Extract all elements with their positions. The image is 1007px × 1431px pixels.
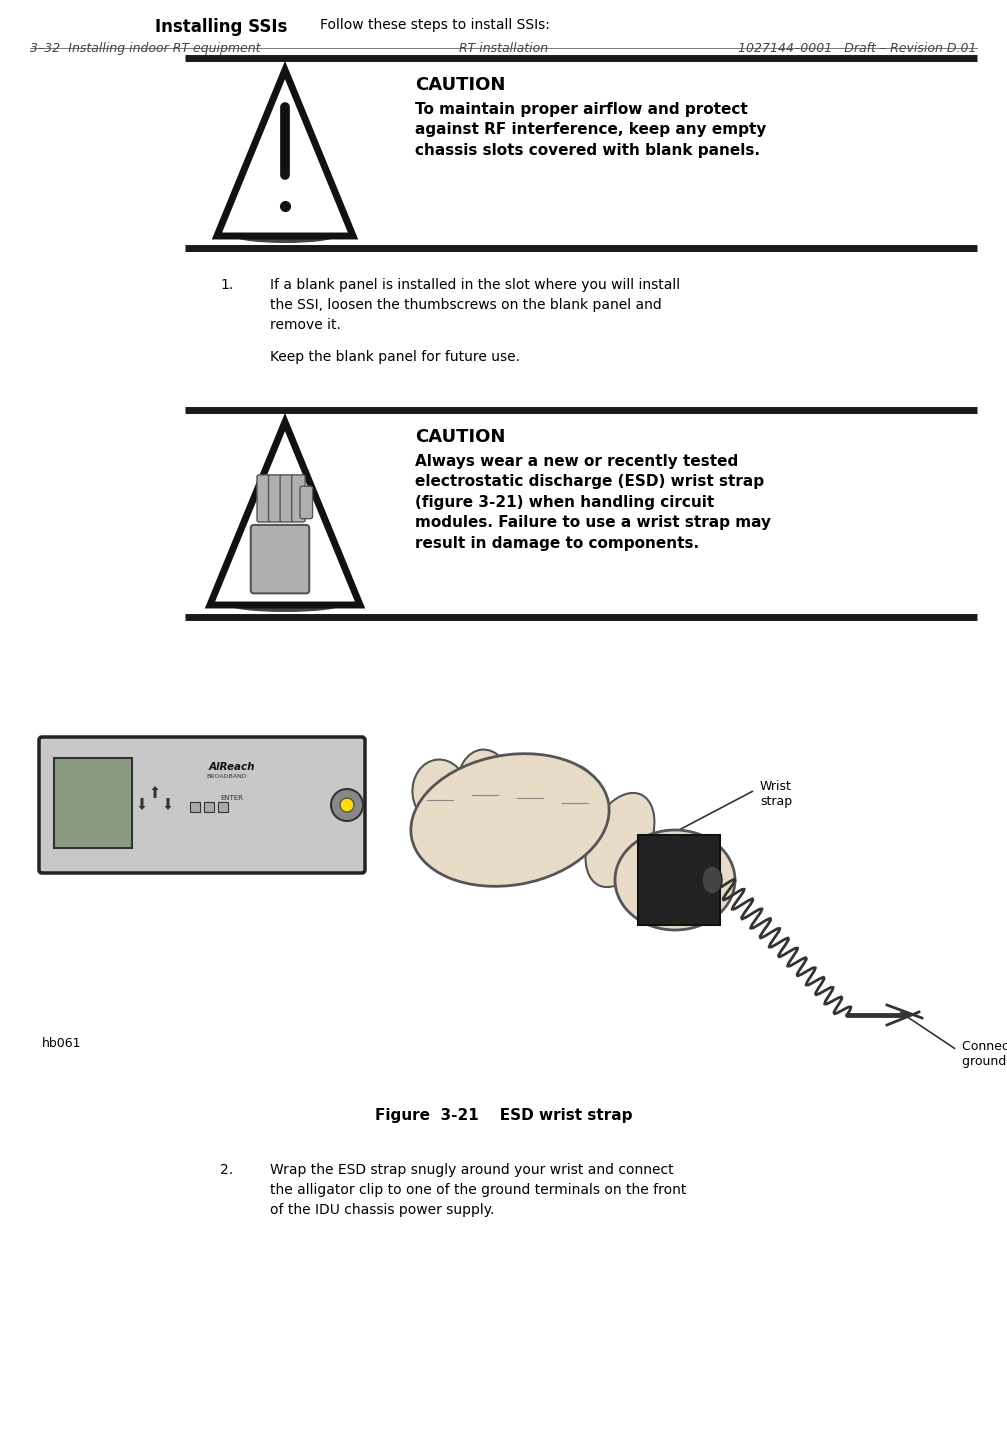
- Ellipse shape: [234, 229, 336, 243]
- Text: AlReach: AlReach: [208, 761, 255, 771]
- Text: 3–32  Installing indoor RT equipment: 3–32 Installing indoor RT equipment: [30, 41, 261, 54]
- Text: Follow these steps to install SSIs:: Follow these steps to install SSIs:: [320, 19, 550, 31]
- Polygon shape: [210, 422, 361, 605]
- Circle shape: [340, 798, 354, 811]
- Ellipse shape: [585, 793, 655, 887]
- Text: Installing SSIs: Installing SSIs: [155, 19, 287, 36]
- FancyArrow shape: [164, 798, 171, 810]
- FancyBboxPatch shape: [257, 475, 271, 522]
- Polygon shape: [217, 70, 353, 236]
- Circle shape: [331, 788, 363, 821]
- Text: Wrap the ESD strap snugly around your wrist and connect
the alligator clip to on: Wrap the ESD strap snugly around your wr…: [270, 1163, 687, 1218]
- FancyBboxPatch shape: [300, 487, 312, 518]
- Ellipse shape: [457, 750, 513, 824]
- Text: 1.: 1.: [220, 278, 234, 292]
- Bar: [218, 801, 228, 811]
- Ellipse shape: [505, 756, 555, 824]
- Text: To maintain proper airflow and protect
against RF interference, keep any empty
c: To maintain proper airflow and protect a…: [415, 102, 766, 157]
- Text: 2.: 2.: [220, 1163, 234, 1178]
- FancyArrow shape: [139, 798, 145, 810]
- FancyBboxPatch shape: [280, 475, 294, 522]
- FancyBboxPatch shape: [269, 475, 282, 522]
- FancyBboxPatch shape: [292, 475, 305, 522]
- Text: Connect to IDU chassis
ground terminal.: Connect to IDU chassis ground terminal.: [962, 1040, 1007, 1068]
- Bar: [638, 836, 720, 924]
- Text: Wrist
strap: Wrist strap: [760, 780, 793, 809]
- Bar: [54, 758, 132, 849]
- Text: BROADBAND: BROADBAND: [206, 774, 248, 778]
- Text: hb061: hb061: [42, 1037, 82, 1050]
- Text: If a blank panel is installed in the slot where you will install
the SSI, loosen: If a blank panel is installed in the slo…: [270, 278, 680, 332]
- Text: Keep the blank panel for future use.: Keep the blank panel for future use.: [270, 351, 520, 363]
- Text: CAUTION: CAUTION: [415, 76, 506, 94]
- Text: CAUTION: CAUTION: [415, 428, 506, 446]
- Ellipse shape: [229, 598, 341, 612]
- Text: 1027144–0001   Draft – Revision D.01: 1027144–0001 Draft – Revision D.01: [738, 41, 977, 54]
- Bar: [204, 801, 214, 811]
- Text: RT installation: RT installation: [459, 41, 548, 54]
- FancyBboxPatch shape: [39, 737, 365, 873]
- Text: Always wear a new or recently tested
electrostatic discharge (ESD) wrist strap
(: Always wear a new or recently tested ele…: [415, 454, 771, 551]
- Ellipse shape: [411, 754, 609, 886]
- Bar: [190, 801, 200, 811]
- Ellipse shape: [413, 760, 467, 824]
- Ellipse shape: [615, 830, 735, 930]
- Text: Figure  3-21    ESD wrist strap: Figure 3-21 ESD wrist strap: [375, 1108, 632, 1123]
- FancyBboxPatch shape: [251, 525, 309, 594]
- FancyArrow shape: [151, 786, 158, 798]
- Ellipse shape: [702, 866, 722, 894]
- Text: ENTER: ENTER: [220, 796, 243, 801]
- Ellipse shape: [553, 766, 597, 824]
